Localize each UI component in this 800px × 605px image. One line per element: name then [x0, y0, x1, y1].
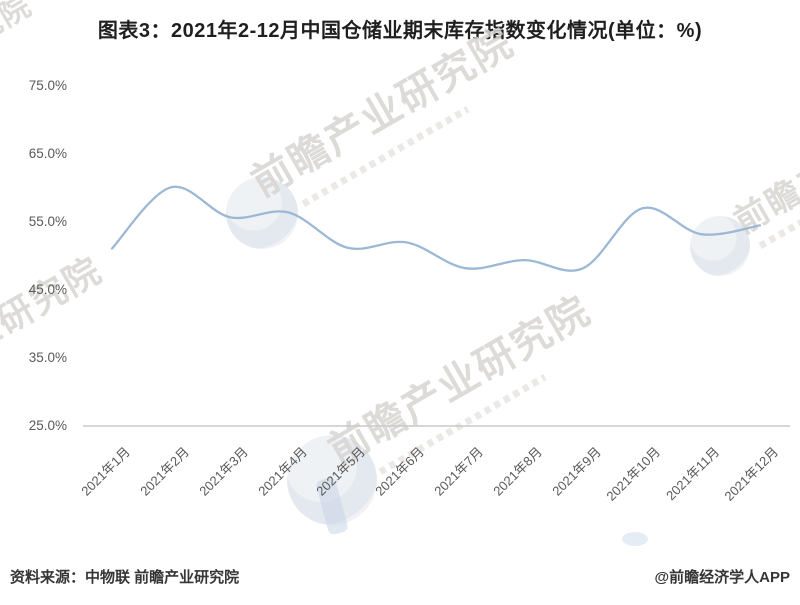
- y-axis-tick-label: 25.0%: [28, 418, 67, 433]
- chart-title: 图表3：2021年2-12月中国仓储业期末库存指数变化情况(单位：%): [97, 20, 703, 42]
- y-axis-tick-label: 65.0%: [28, 146, 67, 161]
- source-note: 资料来源：中物联 前瞻产业研究院: [10, 569, 240, 586]
- y-axis-tick-label: 35.0%: [28, 350, 67, 365]
- y-axis-tick-label: 55.0%: [28, 214, 67, 229]
- y-axis-tick-label: 45.0%: [28, 282, 67, 297]
- y-axis-tick-label: 75.0%: [28, 78, 67, 93]
- credit-note: @前瞻经济学人APP: [654, 569, 790, 586]
- inventory-index-line: [110, 185, 762, 272]
